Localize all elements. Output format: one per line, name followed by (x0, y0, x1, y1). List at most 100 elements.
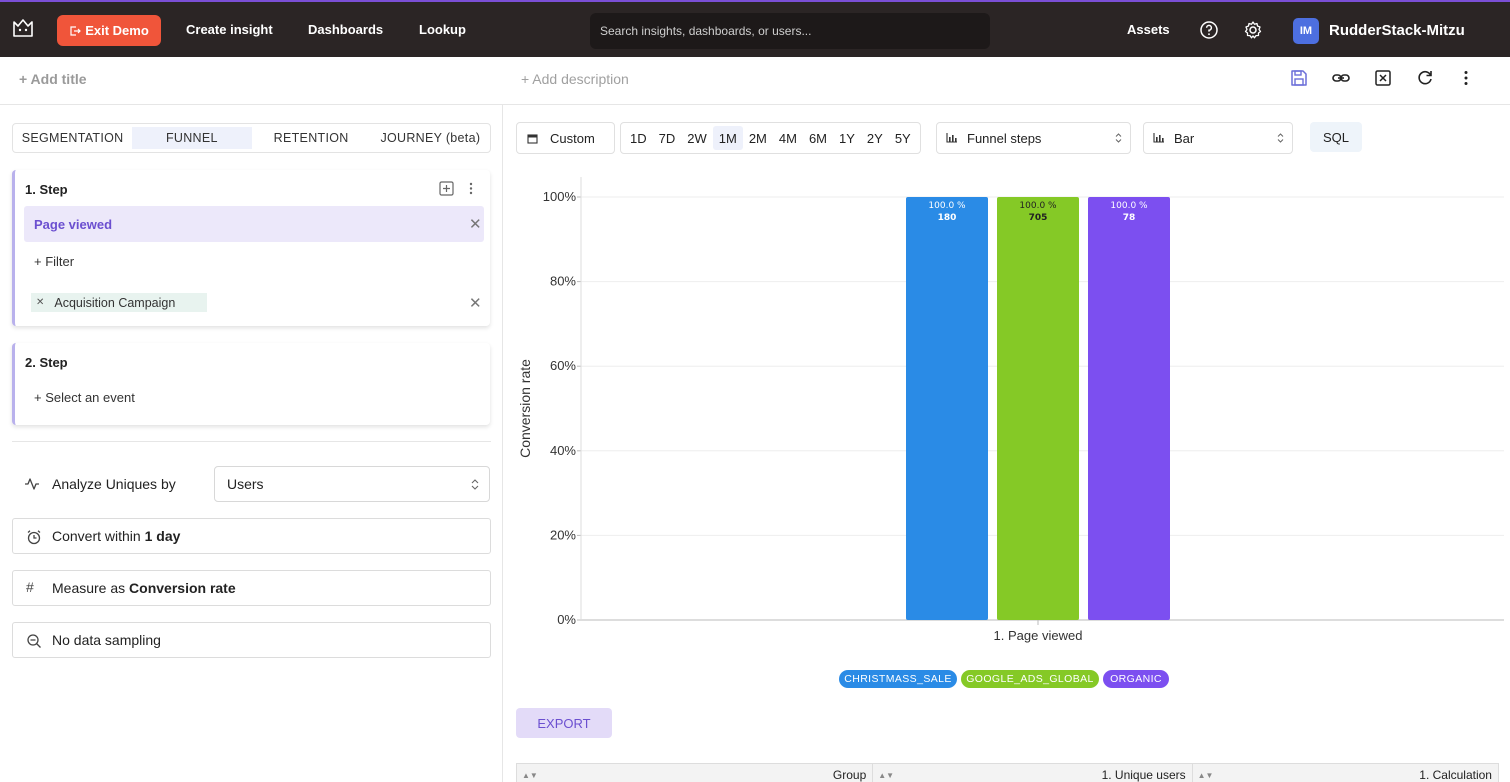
range-button-6m[interactable]: 6M (808, 130, 827, 146)
y-tick-label: 60% (550, 358, 576, 373)
step-2-title: 2. Step (25, 355, 68, 370)
legend-item-google-ads-global[interactable]: GOOGLE_ADS_GLOBAL (961, 670, 1099, 688)
top-navbar: Exit Demo Create insight Dashboards Look… (0, 0, 1510, 57)
chart-type-value: Bar (1174, 130, 1195, 146)
avatar[interactable]: IM (1293, 18, 1319, 44)
column-header-label: 1. Unique users (1101, 768, 1186, 782)
add-filter-link[interactable]: + Filter (34, 254, 75, 269)
tab-retention[interactable]: RETENTION (273, 131, 349, 145)
convert-within-prefix: Convert within (52, 528, 145, 544)
chip-remove-icon[interactable]: ✕ (36, 297, 45, 308)
data-sampling-option[interactable]: No data sampling (12, 622, 491, 658)
analyze-uniques-select[interactable]: Users (214, 466, 490, 502)
link-icon[interactable] (1331, 68, 1351, 88)
close-box-icon[interactable] (1373, 68, 1393, 88)
nav-assets[interactable]: Assets (1127, 22, 1170, 37)
date-picker[interactable]: Custom (516, 122, 615, 154)
range-button-1d[interactable]: 1D (630, 130, 647, 146)
select-updown-icon (1115, 133, 1122, 143)
data-sampling-label: No data sampling (52, 632, 161, 648)
view-select-value: Funnel steps (967, 130, 1042, 146)
step-menu-icon[interactable] (467, 181, 475, 196)
chart-type-select[interactable]: Bar (1143, 122, 1293, 154)
step-1-event[interactable]: Page viewed (24, 206, 484, 242)
bar-google-ads-global (997, 197, 1079, 620)
column-header-group[interactable]: ▲▼ Group (517, 764, 874, 782)
convert-within-option[interactable]: Convert within 1 day (12, 518, 491, 554)
hash-icon: # (26, 579, 34, 595)
measure-as-value: Conversion rate (129, 580, 236, 596)
add-description-input[interactable]: + Add description (521, 71, 629, 87)
analyze-uniques-label: Analyze Uniques by (52, 476, 176, 492)
bar-percent-label: 100.0 % (1019, 201, 1057, 211)
nav-dashboards[interactable]: Dashboards (308, 22, 384, 37)
segment-chip[interactable]: ✕ Acquisition Campaign (31, 293, 207, 312)
funnel-step-2: 2. Step + Select an event (12, 343, 490, 425)
column-header-label: Group (832, 768, 867, 782)
column-header-unique-users[interactable]: ▲▼ 1. Unique users (873, 764, 1193, 782)
mitzu-logo-icon[interactable] (11, 16, 35, 40)
funnel-bar-chart: 0% 20% 40% 60% 80% 100% Conversion rate 100.0 %… (517, 177, 1504, 643)
tab-segmentation[interactable]: SEGMENTATION (21, 131, 124, 145)
legend-item-christmass-sale[interactable]: CHRISTMASS_SALE (839, 670, 957, 688)
range-button-1m[interactable]: 1M (712, 126, 743, 150)
export-button[interactable]: EXPORT (516, 708, 612, 738)
select-updown-icon (1277, 133, 1284, 143)
range-button-2y[interactable]: 2Y (866, 130, 883, 146)
help-icon[interactable] (1199, 20, 1219, 40)
step-1-event-label: Page viewed (34, 216, 113, 232)
select-event-link[interactable]: + Select an event (34, 390, 135, 405)
range-button-1y[interactable]: 1Y (839, 130, 855, 146)
step-1-title: 1. Step (25, 182, 68, 197)
column-header-label: 1. Calculation (1419, 768, 1492, 782)
exit-demo-label: Exit Demo (85, 23, 149, 38)
bar-percent-label: 100.0 % (1110, 201, 1148, 211)
tab-journey[interactable]: JOURNEY (beta) (380, 131, 481, 145)
y-tick-label: 80% (550, 274, 576, 289)
bar-percent-label: 100.0 % (928, 201, 966, 211)
exit-icon (70, 25, 82, 36)
range-button-2w[interactable]: 2W (687, 130, 707, 146)
search-placeholder: Search insights, dashboards, or users... (600, 24, 812, 38)
save-icon[interactable] (1289, 68, 1309, 88)
range-button-2m[interactable]: 2M (748, 130, 767, 146)
y-tick-label: 0% (557, 612, 576, 627)
exit-demo-button[interactable]: Exit Demo (57, 15, 161, 46)
column-header-calculation[interactable]: ▲▼ 1. Calculation (1193, 764, 1498, 782)
range-button-7d[interactable]: 7D (658, 130, 676, 146)
org-name[interactable]: RudderStack-Mitzu (1329, 22, 1465, 39)
clear-segment-icon[interactable]: ✕ (469, 295, 482, 312)
y-tick-label: 20% (550, 527, 576, 542)
sql-button[interactable]: SQL (1310, 122, 1362, 152)
add-title-input[interactable]: + Add title (19, 71, 87, 87)
y-tick-label: 100% (543, 189, 577, 204)
measure-as-prefix: Measure as (52, 580, 130, 596)
insight-title-bar: + Add title + Add description (0, 57, 1510, 105)
y-tick-label: 40% (550, 443, 576, 458)
select-updown-icon (471, 479, 479, 490)
remove-event-icon[interactable]: ✕ (469, 216, 482, 233)
bar-count-label: 705 (1029, 213, 1048, 223)
analyze-uniques-value: Users (227, 476, 264, 492)
divider (12, 441, 491, 442)
view-select[interactable]: Funnel steps (936, 122, 1131, 154)
nav-lookup[interactable]: Lookup (419, 22, 466, 37)
results-panel: Custom 1D 7D 2W 1M 2M 4M 6M 1Y 2Y 5Y Funnel steps… (504, 105, 1510, 782)
range-button-4m[interactable]: 4M (778, 130, 797, 146)
bar-count-label: 180 (938, 213, 957, 223)
search-input[interactable]: Search insights, dashboards, or users... (590, 13, 990, 49)
y-axis-label: Conversion rate (517, 359, 533, 458)
refresh-icon[interactable] (1415, 68, 1435, 88)
tab-funnel[interactable]: FUNNEL (132, 127, 252, 149)
calendar-icon (527, 133, 538, 144)
measure-as-option[interactable]: # Measure as Conversion rate (12, 570, 491, 606)
add-step-icon[interactable] (439, 181, 454, 196)
zoom-out-icon (27, 634, 41, 648)
bar-chart-icon (1153, 133, 1164, 143)
date-mode-label: Custom (550, 130, 595, 146)
nav-create-insight[interactable]: Create insight (186, 22, 273, 37)
more-vertical-icon[interactable] (1456, 68, 1476, 88)
range-button-5y[interactable]: 5Y (894, 130, 911, 146)
settings-gear-icon[interactable] (1243, 20, 1263, 40)
legend-item-organic[interactable]: ORGANIC (1103, 670, 1169, 688)
